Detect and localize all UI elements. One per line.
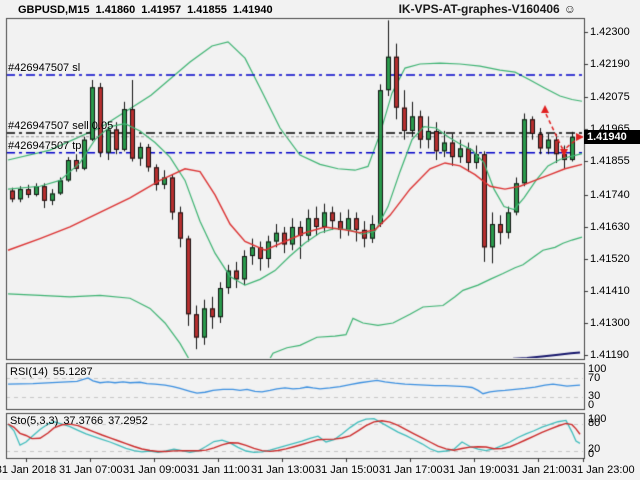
current-price-tag: 1.41940 bbox=[584, 130, 640, 144]
